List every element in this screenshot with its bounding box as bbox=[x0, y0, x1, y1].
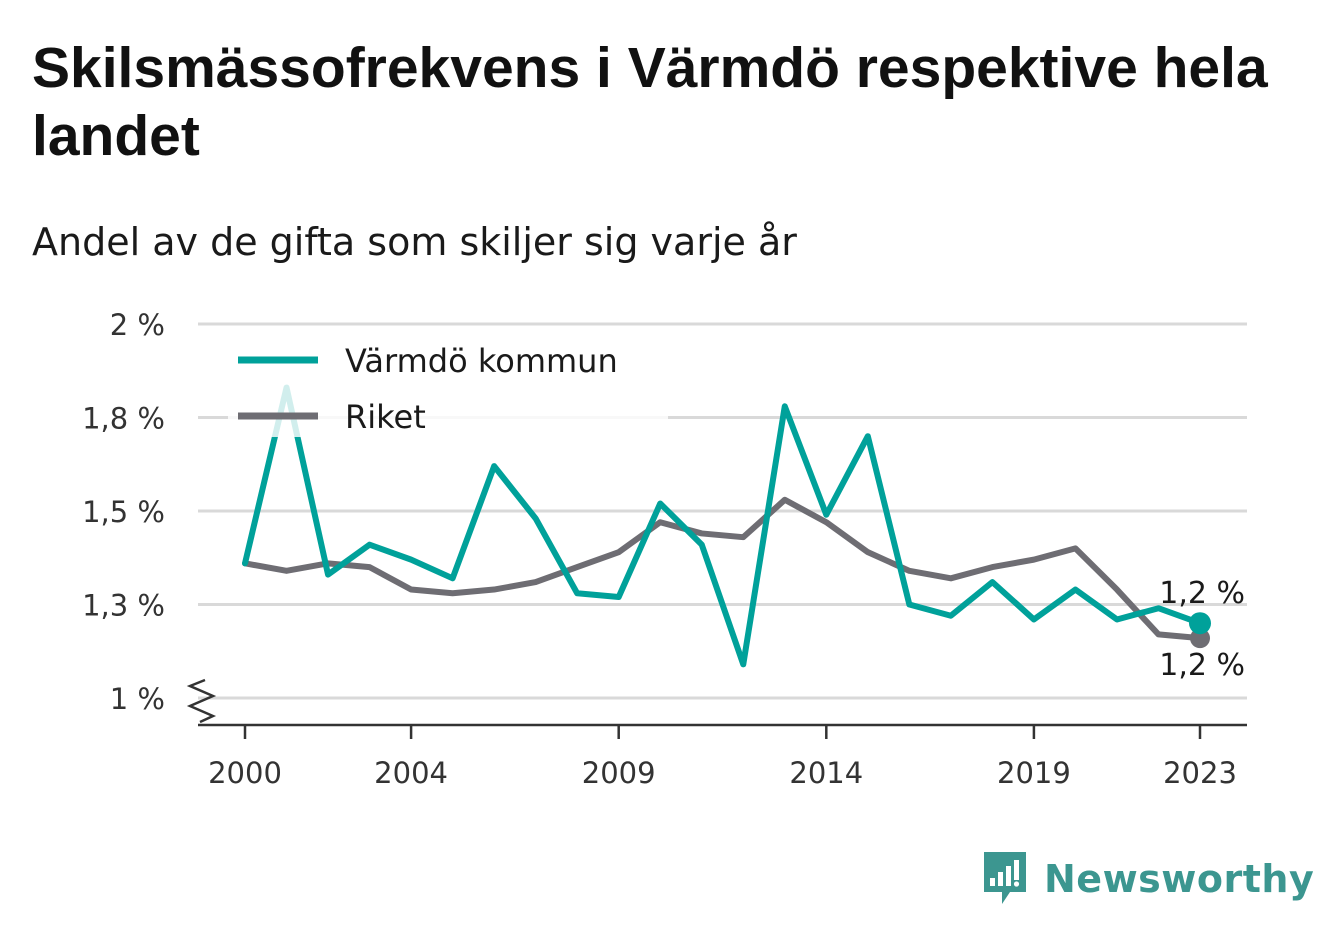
axis-break-icon bbox=[186, 678, 217, 724]
varmdo-end-label: 1,2 % bbox=[1159, 576, 1245, 611]
legend: Värmdö kommun Riket bbox=[228, 333, 668, 437]
legend-label: Värmdö kommun bbox=[345, 342, 618, 380]
series-line-värmdö-kommun bbox=[242, 384, 1203, 668]
x-tick-label: 2019 bbox=[997, 756, 1071, 790]
x-tick-label: 2014 bbox=[789, 756, 863, 790]
x-tick-label: 2023 bbox=[1163, 756, 1237, 790]
y-tick-label: 1,5 % bbox=[82, 495, 165, 529]
legend-label: Riket bbox=[345, 398, 426, 436]
line-chart: 1 %1,3 %1,5 %1,8 %2 % 2000 2004 2009 2014 20… bbox=[82, 308, 1247, 790]
y-tick-label: 1 % bbox=[110, 682, 165, 716]
riket-end-point bbox=[1190, 628, 1210, 649]
chart-title: Skilsmässofrekvens i Värmdö respektive h… bbox=[32, 36, 1268, 168]
brand-logo: Newsworthy bbox=[980, 848, 1314, 910]
series-lines bbox=[242, 384, 1211, 668]
x-axis: 2000 2004 2009 2014 2019 2023 bbox=[186, 678, 1247, 790]
y-tick-label: 1,8 % bbox=[82, 402, 165, 436]
x-tick-label: 2000 bbox=[208, 756, 282, 790]
varmdo-end-point bbox=[1189, 612, 1211, 635]
brand-name: Newsworthy bbox=[1044, 857, 1315, 901]
newsworthy-logo-icon bbox=[984, 852, 1026, 904]
end-labels: 1,2 % 1,2 % bbox=[1159, 576, 1245, 683]
riket-end-label: 1,2 % bbox=[1159, 648, 1245, 683]
y-tick-label: 1,3 % bbox=[82, 589, 165, 623]
legend-background bbox=[228, 333, 668, 437]
series-line-riket bbox=[242, 496, 1203, 642]
y-axis-ticks: 1 % 1,3 % 1,5 % 1,8 % 2 % bbox=[82, 308, 165, 716]
x-tick-label: 2004 bbox=[374, 756, 448, 790]
x-tick-label: 2009 bbox=[582, 756, 656, 790]
y-tick-label: 2 % bbox=[110, 308, 165, 342]
chart-subtitle: Andel av de gifta som skiljer sig varje … bbox=[32, 220, 797, 264]
